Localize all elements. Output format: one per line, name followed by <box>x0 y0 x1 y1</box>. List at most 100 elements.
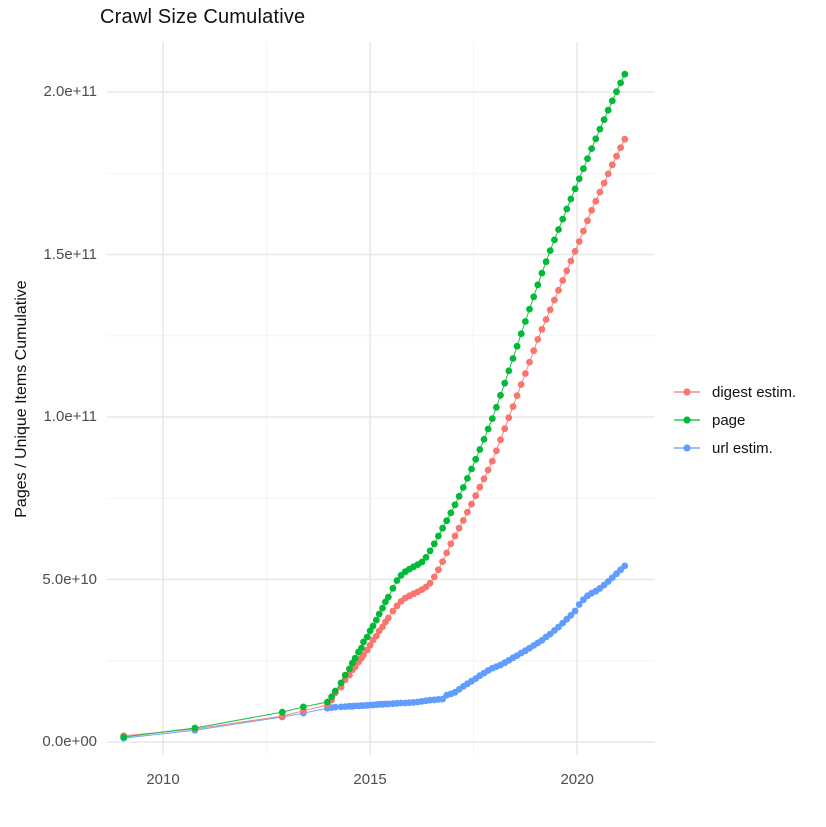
legend-label: digest estim. <box>712 383 797 401</box>
data-point <box>331 687 339 695</box>
x-tick-label: 2010 <box>146 771 180 788</box>
data-point <box>426 547 434 555</box>
data-point <box>455 492 463 500</box>
data-point <box>430 573 438 581</box>
data-point <box>488 457 496 465</box>
data-point <box>443 517 451 525</box>
data-point <box>567 611 575 619</box>
data-point <box>534 281 542 289</box>
data-point <box>369 622 377 630</box>
data-point <box>497 436 504 444</box>
data-point <box>509 355 517 362</box>
data-point <box>480 475 488 483</box>
data-point <box>571 185 579 193</box>
data-point <box>526 305 533 313</box>
data-point <box>580 227 587 235</box>
data-point <box>546 306 554 314</box>
data-point <box>447 509 455 517</box>
data-point <box>358 644 365 652</box>
data-point <box>278 708 286 716</box>
data-point <box>584 217 591 225</box>
data-point <box>522 318 529 325</box>
legend: digest estim. page url estim. <box>672 378 796 462</box>
data-point <box>555 286 562 294</box>
legend-entry-page: page <box>672 406 796 434</box>
data-point <box>608 97 616 105</box>
data-point <box>337 679 345 687</box>
data-point <box>596 188 604 196</box>
data-point <box>341 671 349 679</box>
data-point <box>468 465 475 473</box>
data-point <box>551 236 558 244</box>
data-point <box>522 370 529 377</box>
data-point <box>513 342 521 350</box>
data-point <box>571 607 579 615</box>
data-point <box>464 508 471 516</box>
data-point <box>484 425 492 433</box>
legend-label: url estim. <box>712 439 773 457</box>
data-point <box>546 247 554 255</box>
data-point <box>372 616 380 624</box>
data-point <box>608 161 616 169</box>
data-point <box>575 238 583 245</box>
data-point <box>542 258 550 266</box>
legend-label: page <box>712 411 746 429</box>
data-series-layer <box>120 70 629 742</box>
y-tick-label: 5.0e+10 <box>42 570 97 588</box>
data-point <box>567 195 575 203</box>
data-point <box>575 175 583 183</box>
data-point <box>455 524 463 532</box>
data-point <box>468 500 475 508</box>
data-point <box>346 665 353 673</box>
data-point <box>621 70 629 78</box>
data-point <box>476 446 484 453</box>
data-point <box>439 558 446 565</box>
x-tick-label: 2015 <box>353 771 387 788</box>
data-point <box>600 179 608 187</box>
data-point <box>551 296 558 304</box>
legend-entry-url-estim: url estim. <box>672 434 796 462</box>
data-point <box>422 554 430 561</box>
data-point <box>435 532 442 540</box>
data-point <box>480 436 488 443</box>
series-line <box>123 565 626 739</box>
data-point <box>375 610 383 618</box>
data-point <box>588 206 595 214</box>
data-point <box>563 205 571 213</box>
gridlines-major <box>107 42 655 755</box>
data-point <box>430 540 438 548</box>
data-point <box>360 638 367 646</box>
series-line <box>123 138 626 737</box>
data-point <box>501 425 509 433</box>
data-point <box>191 724 199 732</box>
data-point <box>379 604 386 612</box>
data-point <box>476 483 484 491</box>
data-point <box>447 540 455 548</box>
data-point <box>484 466 492 474</box>
data-point <box>571 247 579 255</box>
y-tick-label: 2.0e+11 <box>43 83 97 101</box>
data-point <box>389 584 397 592</box>
data-point <box>488 415 496 422</box>
data-point <box>592 197 600 205</box>
data-point <box>493 403 500 411</box>
data-point <box>559 277 567 284</box>
data-point <box>530 347 538 355</box>
data-point <box>505 367 513 375</box>
x-tick-label: 2020 <box>560 771 594 788</box>
data-point <box>567 257 575 265</box>
data-point <box>443 549 451 557</box>
data-point <box>439 524 446 532</box>
y-axis-title: Pages / Unique Items Cumulative <box>13 280 30 518</box>
series-url-estim <box>120 562 629 742</box>
data-point <box>501 379 509 387</box>
data-point <box>384 614 392 622</box>
legend-entry-digest-estim: digest estim. <box>672 378 796 406</box>
chart-title: Crawl Size Cumulative <box>100 6 306 28</box>
data-point <box>300 703 307 711</box>
data-point <box>596 125 604 133</box>
data-point <box>517 381 525 388</box>
data-point <box>563 267 571 275</box>
data-point <box>464 475 471 482</box>
